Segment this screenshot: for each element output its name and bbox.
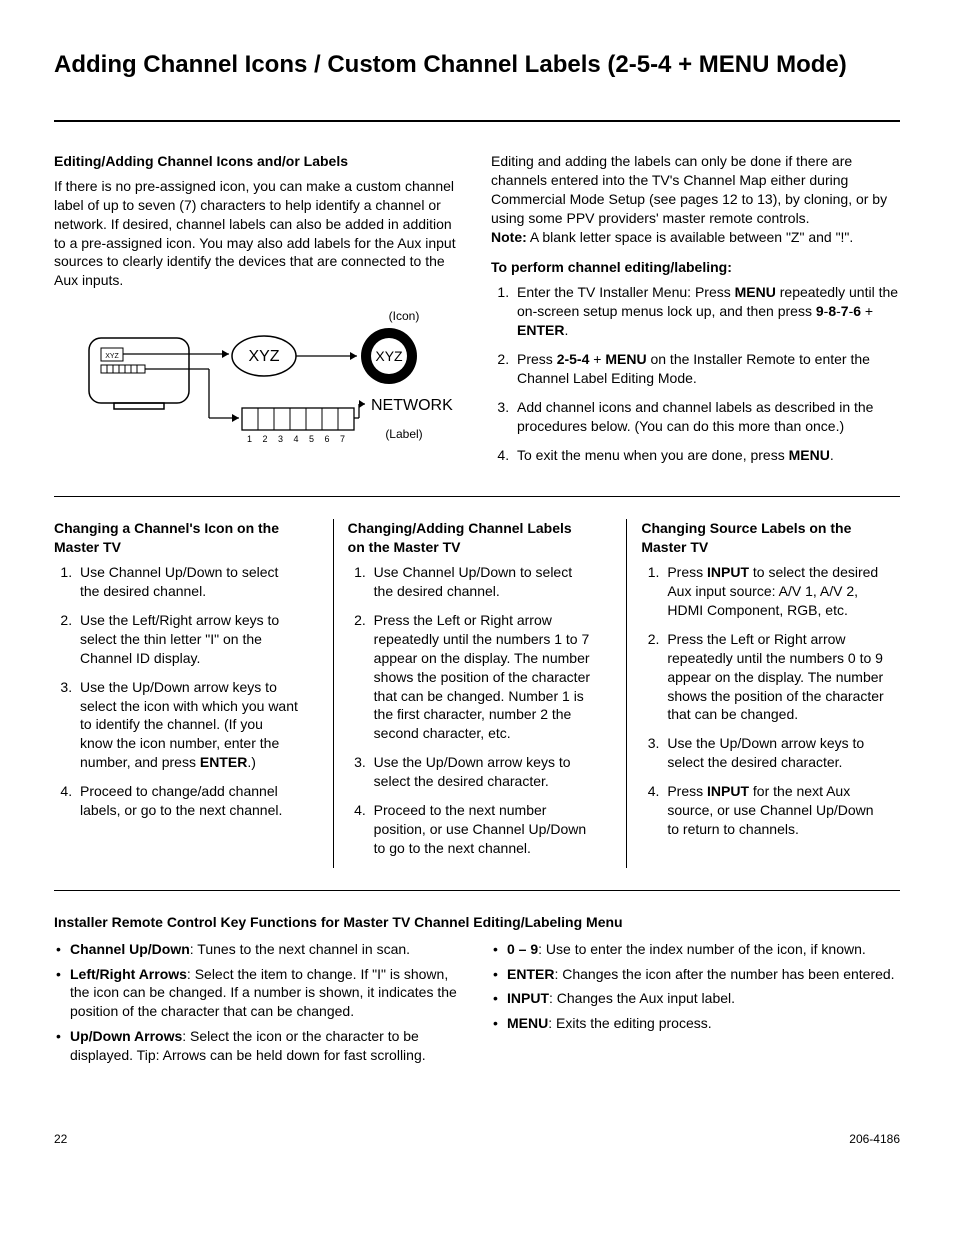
list-item: Press 2-5-4 + MENU on the Installer Remo…	[513, 350, 900, 388]
list-item: Use the Up/Down arrow keys to select the…	[663, 734, 886, 772]
list-item: Left/Right Arrows: Select the item to ch…	[70, 965, 463, 1022]
col3-list: Press INPUT to select the desired Aux in…	[641, 563, 886, 839]
svg-text:1 2 3 4 5 6 7: 1 2 3 4 5 6 7	[246, 434, 348, 444]
list-item: Add channel icons and channel labels as …	[513, 398, 900, 436]
list-item: ENTER: Changes the icon after the number…	[507, 965, 900, 984]
col3-heading: Changing Source Labels on the Master TV	[641, 519, 886, 557]
page-title: Adding Channel Icons / Custom Channel La…	[54, 50, 900, 80]
section-divider	[54, 890, 900, 891]
col1-heading: Changing a Channel's Icon on the Master …	[54, 519, 299, 557]
col2-heading: Changing/Adding Channel Labels on the Ma…	[348, 519, 593, 557]
perform-steps-list: Enter the TV Installer Menu: Press MENU …	[491, 283, 900, 464]
svg-text:XYZ: XYZ	[375, 348, 403, 364]
list-item: Press the Left or Right arrow repeatedly…	[370, 611, 593, 743]
svg-text:NETWORK: NETWORK	[371, 397, 453, 414]
list-item: Use the Up/Down arrow keys to select the…	[370, 753, 593, 791]
list-item: Use Channel Up/Down to select the desire…	[370, 563, 593, 601]
keyfn-left-list: Channel Up/Down: Tunes to the next chann…	[54, 940, 463, 1065]
steps-heading: To perform channel editing/labeling:	[491, 258, 900, 277]
list-item: Press the Left or Right arrow repeatedly…	[663, 630, 886, 724]
intro-left-heading: Editing/Adding Channel Icons and/or Labe…	[54, 152, 463, 171]
list-item: MENU: Exits the editing process.	[507, 1014, 900, 1033]
list-item: Use the Left/Right arrow keys to select …	[76, 611, 299, 668]
list-item: Use the Up/Down arrow keys to select the…	[76, 678, 299, 772]
list-item: Channel Up/Down: Tunes to the next chann…	[70, 940, 463, 959]
intro-right-body: Editing and adding the labels can only b…	[491, 152, 900, 246]
page-number: 22	[54, 1131, 67, 1147]
keyfn-right-list: 0 – 9: Use to enter the index number of …	[491, 940, 900, 1034]
svg-text:XYZ: XYZ	[105, 353, 119, 360]
list-item: 0 – 9: Use to enter the index number of …	[507, 940, 900, 959]
channel-icon-diagram: (Icon) XYZ	[54, 308, 463, 468]
list-item: Proceed to the next number position, or …	[370, 801, 593, 858]
list-item: Press INPUT to select the desired Aux in…	[663, 563, 886, 620]
list-item: INPUT: Changes the Aux input label.	[507, 989, 900, 1008]
title-divider	[54, 120, 900, 122]
doc-id: 206-4186	[849, 1131, 900, 1147]
keyfn-heading: Installer Remote Control Key Functions f…	[54, 913, 900, 932]
intro-left-body: If there is no pre-assigned icon, you ca…	[54, 177, 463, 290]
list-item: Up/Down Arrows: Select the icon or the c…	[70, 1027, 463, 1065]
section-divider	[54, 496, 900, 497]
list-item: To exit the menu when you are done, pres…	[513, 446, 900, 465]
icon-caption: (Icon)	[388, 309, 419, 323]
svg-text:XYZ: XYZ	[248, 348, 279, 365]
col2-list: Use Channel Up/Down to select the desire…	[348, 563, 593, 857]
label-caption: (Label)	[385, 427, 422, 441]
list-item: Enter the TV Installer Menu: Press MENU …	[513, 283, 900, 340]
list-item: Press INPUT for the next Aux source, or …	[663, 782, 886, 839]
list-item: Proceed to change/add channel labels, or…	[76, 782, 299, 820]
col1-list: Use Channel Up/Down to select the desire…	[54, 563, 299, 820]
list-item: Use Channel Up/Down to select the desire…	[76, 563, 299, 601]
